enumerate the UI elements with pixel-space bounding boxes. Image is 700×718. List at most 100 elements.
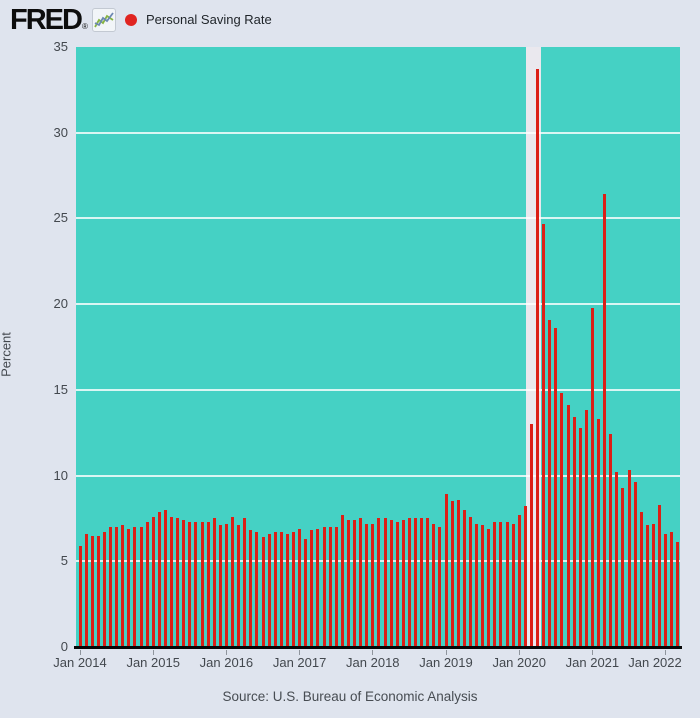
bar bbox=[389, 520, 393, 647]
plot-area bbox=[74, 47, 682, 649]
bar bbox=[450, 501, 454, 647]
bar bbox=[481, 525, 485, 647]
bar bbox=[523, 506, 527, 647]
bar bbox=[584, 410, 588, 647]
y-tick-label-35: 35 bbox=[53, 39, 68, 54]
gridline-25 bbox=[76, 217, 680, 220]
bar bbox=[133, 527, 137, 647]
gridline-20 bbox=[76, 303, 680, 306]
bar bbox=[554, 328, 558, 647]
x-tick-mark bbox=[372, 650, 374, 655]
y-tick-label-15: 15 bbox=[53, 381, 68, 397]
bar bbox=[432, 523, 436, 647]
bar bbox=[542, 223, 546, 647]
bar bbox=[231, 516, 234, 647]
fred-logo: FRED ® bbox=[10, 5, 116, 35]
bar bbox=[493, 521, 497, 647]
source-note: Source: U.S. Bureau of Economic Analysis bbox=[222, 689, 478, 704]
x-tick-label: Jan 2020 bbox=[492, 655, 546, 670]
bar bbox=[664, 533, 668, 647]
bar bbox=[170, 516, 173, 647]
gridline-30 bbox=[76, 131, 680, 134]
y-tick-label-30: 30 bbox=[53, 124, 68, 140]
x-tick-label: Jan 2016 bbox=[199, 655, 254, 670]
bar bbox=[645, 525, 649, 647]
bar bbox=[670, 532, 674, 647]
bar bbox=[194, 521, 198, 647]
bar bbox=[121, 525, 125, 647]
bar bbox=[310, 530, 314, 647]
bar bbox=[676, 542, 680, 647]
bar bbox=[261, 537, 265, 647]
bar bbox=[224, 523, 228, 647]
bar bbox=[322, 527, 326, 647]
x-tick-mark bbox=[79, 650, 81, 655]
bar bbox=[383, 518, 387, 647]
bar bbox=[285, 533, 289, 647]
bar bbox=[200, 521, 204, 647]
legend: Personal Saving Rate bbox=[125, 12, 272, 27]
legend-marker-icon bbox=[125, 13, 137, 26]
bar bbox=[444, 494, 448, 647]
bar bbox=[188, 521, 192, 647]
y-tick-label-0: 0 bbox=[60, 639, 68, 654]
bar bbox=[243, 518, 247, 647]
bar bbox=[157, 511, 161, 647]
bar bbox=[572, 417, 576, 647]
bar bbox=[414, 518, 417, 647]
bar bbox=[353, 520, 356, 647]
bar bbox=[475, 523, 478, 647]
bar bbox=[346, 520, 350, 647]
legend-label: Personal Saving Rate bbox=[146, 12, 272, 27]
bar bbox=[316, 528, 320, 647]
bar bbox=[176, 518, 180, 647]
bar bbox=[78, 545, 82, 647]
x-tick-label: Jan 2019 bbox=[419, 655, 473, 670]
bar bbox=[487, 528, 491, 647]
bar bbox=[468, 516, 472, 647]
bar bbox=[651, 523, 655, 647]
bar bbox=[328, 527, 332, 647]
bar bbox=[206, 521, 210, 647]
bar bbox=[529, 424, 533, 647]
bar bbox=[407, 518, 411, 647]
bar bbox=[255, 532, 259, 647]
bar bbox=[127, 528, 131, 647]
bar bbox=[249, 530, 253, 647]
fred-logo-chart-icon bbox=[91, 8, 116, 32]
bar bbox=[90, 535, 94, 647]
bar bbox=[426, 518, 430, 647]
bar bbox=[633, 482, 637, 647]
bar bbox=[109, 527, 112, 647]
bar bbox=[401, 520, 405, 647]
bar bbox=[456, 499, 460, 647]
bar bbox=[279, 532, 283, 647]
bar bbox=[298, 528, 302, 647]
x-tick-label: Jan 2021 bbox=[565, 655, 620, 670]
bar bbox=[462, 509, 466, 647]
bar bbox=[597, 419, 600, 647]
bar bbox=[517, 515, 521, 647]
bar bbox=[359, 518, 363, 647]
bar bbox=[505, 521, 509, 647]
bar bbox=[340, 515, 344, 647]
bar bbox=[395, 521, 399, 647]
bar bbox=[603, 194, 607, 647]
bar bbox=[139, 527, 143, 647]
bar bbox=[182, 520, 186, 647]
bar bbox=[163, 509, 167, 647]
x-tick-label: Jan 2018 bbox=[346, 655, 400, 670]
gridline-15 bbox=[76, 388, 680, 391]
bar bbox=[334, 527, 338, 647]
bar bbox=[560, 393, 564, 647]
bar bbox=[511, 523, 515, 647]
chart-header: FRED ® Personal Saving Rate bbox=[0, 0, 700, 46]
bar bbox=[548, 319, 552, 647]
y-tick-label-20: 20 bbox=[53, 296, 68, 312]
y-axis-title: Percent bbox=[0, 332, 14, 377]
y-tick-label-10: 10 bbox=[53, 467, 68, 483]
x-tick-mark bbox=[152, 650, 154, 655]
bar bbox=[377, 518, 381, 647]
recession-band bbox=[526, 47, 542, 647]
